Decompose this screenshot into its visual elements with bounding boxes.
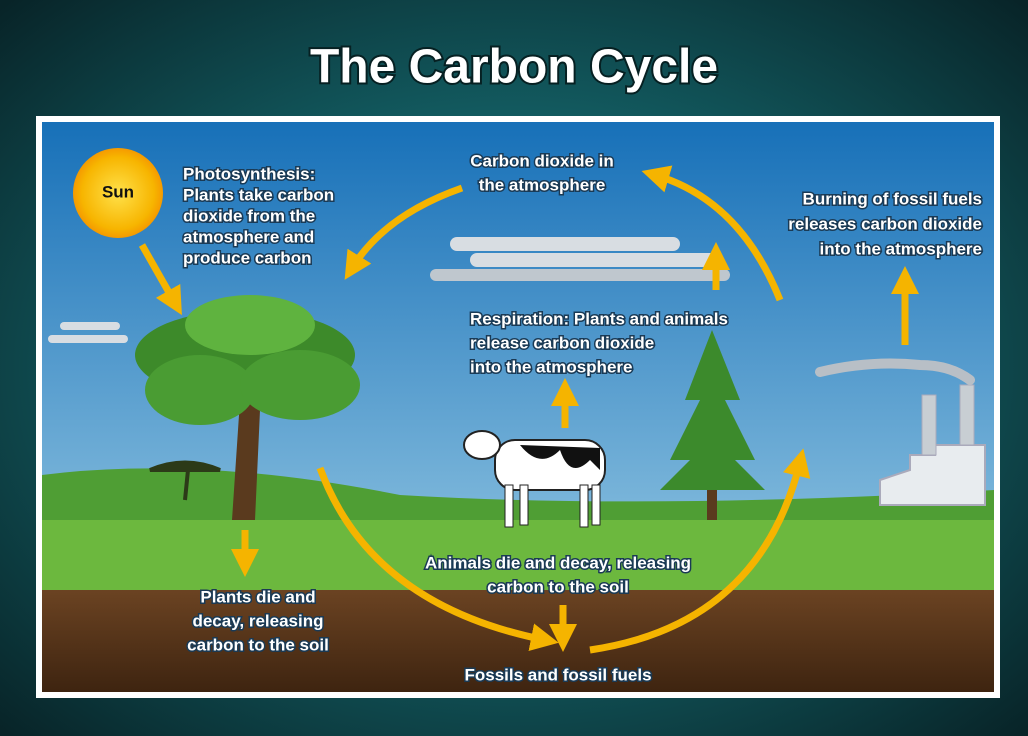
plants-decay-label: carbon to the soil [187, 635, 329, 654]
cycle-arrows [138, 165, 919, 654]
photosynthesis-label: atmosphere and [183, 227, 314, 246]
photosynthesis-label: Plants take carbon [183, 185, 334, 204]
sun [73, 148, 163, 238]
burning-label: Burning of fossil fuels [803, 189, 982, 208]
clouds [48, 237, 730, 343]
plants-decay-label: Plants die and [200, 587, 315, 606]
respiration-label: Respiration: Plants and animals [470, 309, 728, 328]
atmosphere-label: Carbon dioxide in [470, 151, 614, 170]
factory [815, 358, 986, 506]
plants-decay-label: decay, releasing [192, 611, 323, 630]
title: The Carbon Cycle [310, 41, 718, 94]
photosynthesis-label: dioxide from the [183, 206, 315, 225]
fossils-label: Fossils and fossil fuels [464, 665, 651, 684]
pine-tree [660, 330, 765, 520]
sun-label: Sun [102, 182, 134, 201]
burning-label: releases carbon dioxide [788, 214, 982, 233]
respiration-label: release carbon dioxide [470, 333, 654, 352]
labels: Photosynthesis: Plants take carbon dioxi… [182, 150, 984, 686]
animals-decay-label: Animals die and decay, releasing [425, 553, 691, 572]
burning-label: into the atmosphere [820, 239, 982, 258]
cow [463, 430, 606, 528]
photosynthesis-label: Photosynthesis: [183, 164, 315, 183]
animals-decay-label: carbon to the soil [487, 577, 629, 596]
tree [135, 295, 360, 520]
soil [42, 590, 994, 692]
photosynthesis-label: produce carbon [183, 248, 311, 267]
respiration-label: into the atmosphere [470, 357, 632, 376]
atmosphere-label: the atmosphere [479, 175, 606, 194]
